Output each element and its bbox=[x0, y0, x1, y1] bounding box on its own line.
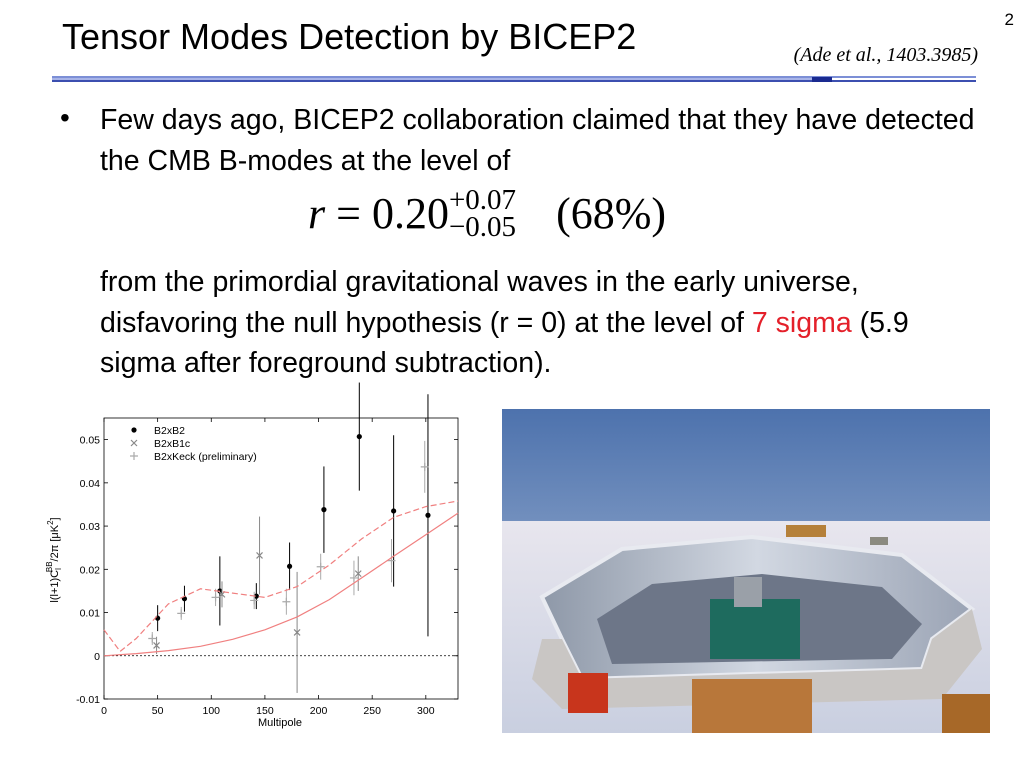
slide-title: Tensor Modes Detection by BICEP2 bbox=[62, 16, 637, 57]
chart: Multipole l(l+1)ClBB/2π [μK2] 0 50 100 150 2… bbox=[45, 382, 459, 729]
y-tick-label: 0 bbox=[94, 651, 100, 663]
paragraph: Few days ago, BICEP2 collaboration claim… bbox=[100, 104, 975, 177]
data-point bbox=[148, 634, 157, 643]
data-point bbox=[316, 562, 325, 571]
telescope-mount bbox=[710, 599, 800, 659]
text-run: from the primordial gravitational waves … bbox=[100, 266, 859, 339]
data-point bbox=[253, 593, 259, 599]
x-tick-label: 300 bbox=[417, 705, 435, 717]
x-tick-label: 50 bbox=[152, 705, 164, 717]
rule-accent bbox=[812, 77, 832, 82]
x-axis-label: Multipole bbox=[258, 717, 302, 729]
y-tick-label: 0.01 bbox=[80, 608, 101, 620]
rule-line bbox=[52, 78, 812, 80]
shield-rim bbox=[532, 609, 982, 709]
y-label-sup: BB bbox=[45, 561, 54, 572]
legend-marker bbox=[131, 427, 137, 433]
eq-lhs: r bbox=[308, 189, 326, 238]
data-point bbox=[354, 570, 362, 578]
data-point bbox=[282, 597, 291, 606]
legend-label: B2xKeck (preliminary) bbox=[154, 451, 257, 463]
x-tick-label: 250 bbox=[363, 705, 381, 717]
title-rule bbox=[52, 76, 976, 82]
eq-upper: +0.07 bbox=[448, 183, 517, 216]
bullet: • bbox=[60, 102, 70, 133]
data-point bbox=[153, 641, 160, 649]
citation: (Ade et al., 1403.3985) bbox=[793, 44, 978, 66]
y-tick-label: 0.05 bbox=[80, 435, 101, 447]
data-point bbox=[321, 507, 327, 513]
platform bbox=[942, 694, 990, 733]
data-point bbox=[391, 508, 397, 514]
data-point bbox=[420, 462, 429, 471]
eq-equals: = bbox=[336, 189, 361, 238]
rule-line bbox=[52, 80, 976, 82]
model-curve bbox=[103, 512, 459, 657]
x-tick-label: 100 bbox=[203, 705, 221, 717]
legend-label: B2xB2 bbox=[154, 425, 185, 437]
eq-errors: +0.07 −0.05 bbox=[448, 183, 517, 243]
building bbox=[870, 537, 888, 545]
eq-lower: −0.05 bbox=[448, 210, 517, 243]
text-run: (5.9 sigma after foreground subtraction)… bbox=[100, 306, 909, 380]
y-tick-label: 0.04 bbox=[80, 478, 101, 490]
y-label-part: ] bbox=[49, 517, 61, 520]
data-point bbox=[349, 573, 358, 582]
x-tick-label: 200 bbox=[310, 705, 328, 717]
eq-value: 0.20 bbox=[371, 189, 449, 238]
data-point bbox=[211, 593, 220, 602]
legend-marker bbox=[130, 452, 138, 460]
rule-line bbox=[52, 76, 976, 78]
data-point bbox=[356, 433, 362, 440]
data-point bbox=[177, 609, 186, 618]
x-tick-label: 0 bbox=[101, 705, 107, 717]
y-tick-label: -0.01 bbox=[76, 694, 100, 706]
telescope bbox=[734, 577, 762, 607]
highlight: 7 sigma bbox=[751, 306, 852, 339]
y-label-sub: l bbox=[54, 568, 63, 570]
data-point bbox=[286, 563, 293, 569]
eq-note: (68%) bbox=[556, 189, 667, 238]
y-axis-label: l(l+1)ClBB/2π [μK2] bbox=[45, 517, 63, 602]
plot-frame bbox=[103, 417, 459, 700]
page-number: 2 bbox=[1004, 10, 1014, 29]
equipment bbox=[568, 673, 608, 713]
legend-marker bbox=[130, 439, 138, 447]
legend-label: B2xB1c bbox=[154, 438, 190, 450]
photo bbox=[502, 409, 990, 733]
data-point bbox=[425, 512, 431, 518]
model-curve bbox=[103, 500, 459, 653]
data-point bbox=[250, 596, 259, 605]
data-point bbox=[256, 552, 263, 559]
y-label-sup: 2 bbox=[46, 520, 55, 525]
y-label-part: l(l+1)C bbox=[49, 570, 61, 603]
y-tick-label: 0.03 bbox=[80, 521, 101, 533]
y-tick-label: 0.02 bbox=[80, 564, 101, 576]
equation: r = 0.20 +0.07 −0.05 (68%) bbox=[308, 183, 667, 252]
y-label-part: /2π [μK bbox=[49, 524, 61, 561]
building bbox=[786, 525, 826, 537]
data-point bbox=[293, 629, 301, 636]
x-tick-label: 150 bbox=[256, 705, 274, 717]
paragraph: from the primordial gravitational waves … bbox=[100, 262, 980, 384]
platform bbox=[692, 679, 812, 733]
